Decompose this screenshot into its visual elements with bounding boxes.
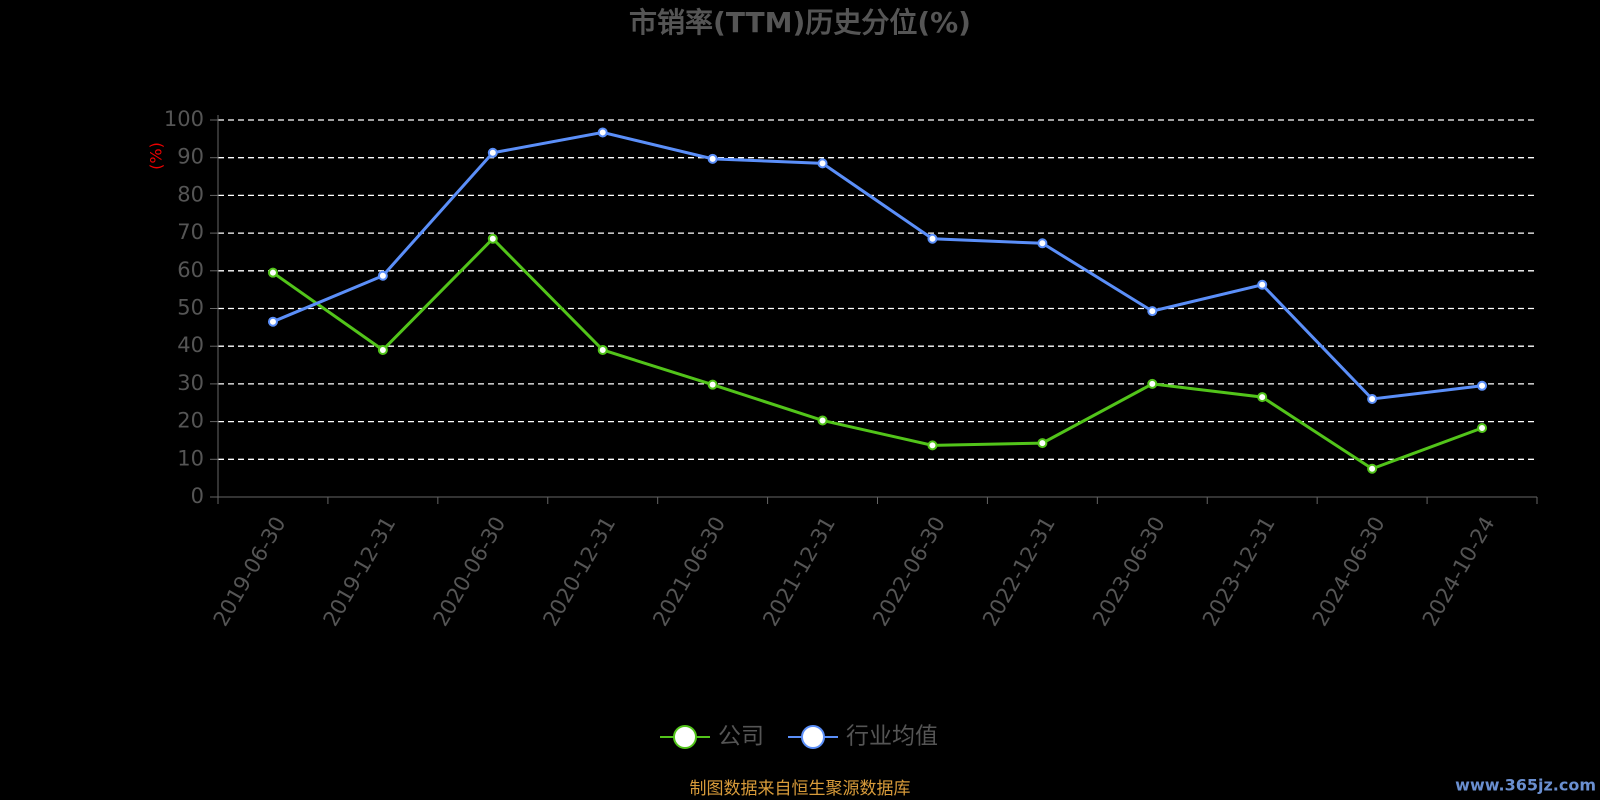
- chart-title: 市销率(TTM)历史分位(%): [629, 6, 971, 39]
- data-point: [597, 344, 608, 355]
- y-tick-label: 70: [177, 220, 204, 244]
- data-point: [1257, 279, 1268, 290]
- data-point: [487, 147, 498, 158]
- y-tick-label: 0: [191, 484, 204, 508]
- legend-label: 公司: [718, 724, 764, 750]
- series-line: [272, 130, 1483, 401]
- data-point: [1477, 380, 1488, 391]
- x-tick-label: 2020-12-31: [538, 513, 620, 631]
- data-point: [927, 440, 938, 451]
- x-tick-label: 2022-12-31: [978, 513, 1060, 631]
- y-tick-label: 80: [177, 182, 204, 206]
- data-point: [817, 415, 828, 426]
- y-tick-label: 40: [177, 333, 204, 357]
- y-tick-label: 90: [177, 145, 204, 169]
- data-point: [927, 233, 938, 244]
- data-point: [377, 344, 388, 355]
- data-point: [1147, 306, 1158, 317]
- data-point: [1147, 378, 1158, 389]
- watermark: www.365jz.com: [1455, 776, 1596, 795]
- y-tick-label: 10: [177, 446, 204, 470]
- data-point: [487, 233, 498, 244]
- data-point: [707, 153, 718, 164]
- x-tick-label: 2024-10-24: [1418, 513, 1500, 631]
- y-tick-label: 50: [177, 296, 204, 320]
- y-tick-label: 60: [177, 258, 204, 282]
- x-tick-label: 2021-12-31: [758, 513, 840, 631]
- data-point: [1477, 423, 1488, 434]
- data-point: [597, 127, 608, 138]
- x-tick-label: 2024-06-30: [1308, 513, 1390, 631]
- legend-label: 行业均值: [846, 724, 938, 750]
- x-tick-label: 2019-12-31: [319, 513, 401, 631]
- y-axis-label: (%): [147, 142, 166, 170]
- data-point: [817, 158, 828, 169]
- x-tick-label: 2021-06-30: [648, 513, 730, 631]
- x-tick-label: 2023-12-31: [1198, 513, 1280, 631]
- data-point: [267, 316, 278, 327]
- x-tick-label: 2023-06-30: [1088, 513, 1170, 631]
- data-point: [1037, 238, 1048, 249]
- x-tick-label: 2022-06-30: [868, 513, 950, 631]
- y-tick-label: 30: [177, 371, 204, 395]
- data-point: [707, 379, 718, 390]
- data-point: [267, 267, 278, 278]
- legend-marker: [673, 725, 697, 749]
- data-point: [1367, 393, 1378, 404]
- y-tick-label: 100: [164, 107, 204, 131]
- data-point: [1257, 392, 1268, 403]
- legend-marker: [801, 725, 825, 749]
- x-tick-label: 2019-06-30: [209, 513, 291, 631]
- source-note: 制图数据来自恒生聚源数据库: [690, 779, 911, 799]
- data-point: [1037, 438, 1048, 449]
- x-tick-label: 2020-06-30: [429, 513, 511, 631]
- data-point: [1367, 463, 1378, 474]
- y-tick-label: 20: [177, 409, 204, 433]
- data-point: [377, 270, 388, 281]
- series-line: [272, 236, 1483, 471]
